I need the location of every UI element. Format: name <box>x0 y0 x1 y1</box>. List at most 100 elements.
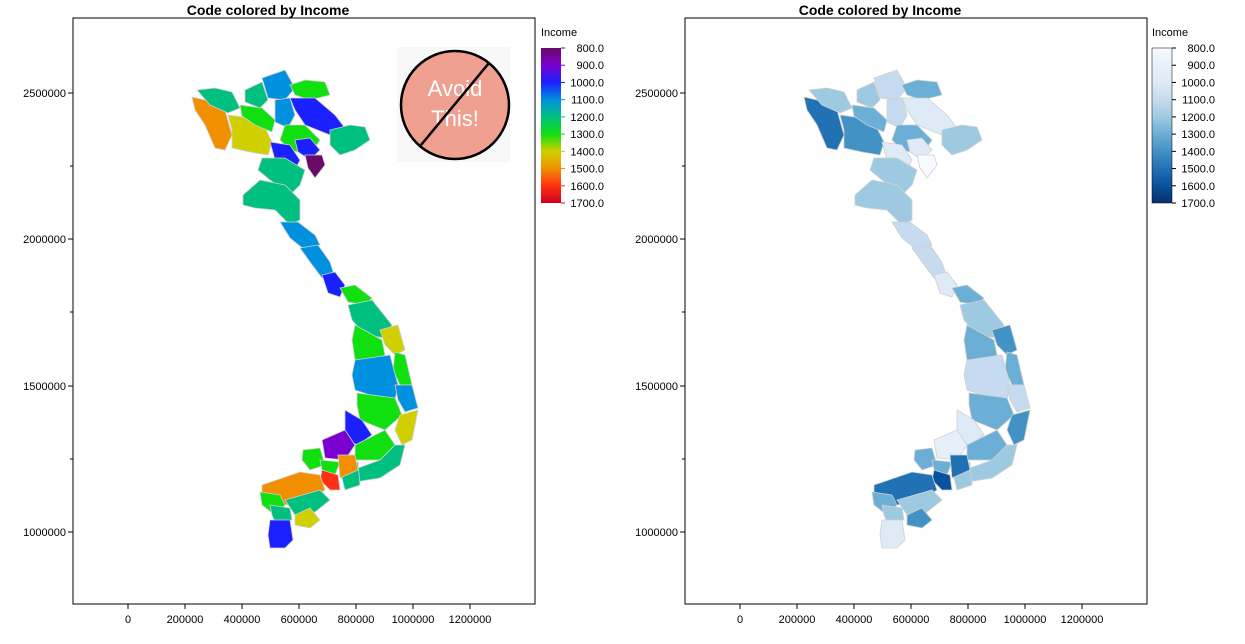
province-region <box>329 124 371 156</box>
legend-colorbar <box>1151 47 1173 204</box>
province-region <box>808 87 853 114</box>
province-region <box>856 81 881 109</box>
legend-label: 900.0 <box>1187 60 1215 72</box>
legend-title: Income <box>1152 27 1188 39</box>
annotation-text: This! <box>431 106 479 131</box>
x-tick-label: 0 <box>737 614 743 626</box>
province-region <box>906 507 933 529</box>
x-tick-label: 1200000 <box>1061 614 1104 626</box>
province-region <box>244 81 269 109</box>
legend-label: 1600.0 <box>570 181 604 193</box>
legend-label: 1100.0 <box>571 95 604 107</box>
province-region <box>267 519 294 549</box>
province-region <box>379 324 406 356</box>
province-region <box>886 97 908 129</box>
legend-label: 1600.0 <box>1181 181 1215 193</box>
legend-label: 1500.0 <box>570 164 604 176</box>
legend-label: 800.0 <box>1187 43 1215 55</box>
province-region <box>269 504 293 523</box>
x-tick-label: 200000 <box>167 614 204 626</box>
legend-label: 1400.0 <box>570 146 604 158</box>
province-region <box>239 104 276 133</box>
map-panel-1: Code colored by Income250000020000001500… <box>23 2 604 626</box>
legend-label: 1000.0 <box>570 77 604 89</box>
legend-title: Income <box>541 27 577 39</box>
province-region <box>913 447 938 471</box>
y-tick-label: 1500000 <box>23 381 66 393</box>
province-region <box>916 154 938 179</box>
x-tick-label: 1000000 <box>392 614 435 626</box>
x-tick-label: 1000000 <box>1004 614 1047 626</box>
color-legend: Income 800.0 900.0 1000.0 1100.0 1200.0 1300.0… <box>1151 27 1215 210</box>
legend-label: 1100.0 <box>1182 95 1215 107</box>
y-tick-label: 2000000 <box>23 234 66 246</box>
province-region <box>881 504 905 523</box>
province-region <box>869 157 918 196</box>
legend-label: 1000.0 <box>1181 77 1215 89</box>
province-region <box>966 444 1018 483</box>
province-region <box>284 489 331 516</box>
province-region <box>394 384 419 413</box>
legend-label: 1300.0 <box>570 129 604 141</box>
province-region <box>851 104 888 133</box>
prohibition-slash <box>420 62 490 146</box>
province-region <box>274 97 296 129</box>
x-tick-label: 400000 <box>836 614 873 626</box>
province-region <box>896 489 943 516</box>
x-tick-label: 0 <box>125 614 131 626</box>
province-region <box>949 454 971 479</box>
province-region <box>901 79 943 101</box>
province-region <box>873 69 908 101</box>
province-region <box>321 271 346 298</box>
province-region <box>394 409 419 446</box>
legend-label: 1400.0 <box>1181 146 1215 158</box>
province-region <box>941 124 983 156</box>
y-tick-label: 2500000 <box>23 88 66 100</box>
y-tick-label: 1000000 <box>23 527 66 539</box>
province-region <box>879 519 906 549</box>
color-legend: Income 800.0 900.0 1000.0 1100.0 1200.0 1300.0… <box>541 27 604 210</box>
province-region <box>354 444 406 483</box>
chart-title: Code colored by Income <box>799 2 962 18</box>
y-tick-label: 1500000 <box>635 381 678 393</box>
x-tick-label: 400000 <box>224 614 261 626</box>
y-tick-label: 2000000 <box>635 234 678 246</box>
province-region <box>933 271 958 298</box>
legend-label: 1200.0 <box>570 112 604 124</box>
province-region <box>1006 409 1031 446</box>
legend-colorbar <box>541 48 561 203</box>
province-region <box>891 221 933 251</box>
x-tick-label: 600000 <box>281 614 318 626</box>
y-tick-label: 1000000 <box>635 527 678 539</box>
legend-label: 1700.0 <box>570 198 604 210</box>
legend-label: 1300.0 <box>1181 129 1215 141</box>
province-region <box>294 507 321 529</box>
province-region <box>933 429 968 461</box>
legend-label: 1500.0 <box>1181 164 1215 176</box>
legend-label: 1700.0 <box>1181 198 1215 210</box>
province-region <box>1006 384 1031 413</box>
province-region <box>261 69 296 101</box>
province-region <box>196 87 241 114</box>
provinces <box>803 69 1031 549</box>
chart-title: Code colored by Income <box>187 2 350 18</box>
province-region <box>321 429 356 461</box>
legend-label: 900.0 <box>576 60 604 72</box>
province-region <box>289 79 331 101</box>
x-tick-label: 800000 <box>950 614 987 626</box>
x-tick-label: 200000 <box>779 614 816 626</box>
province-region <box>991 324 1018 356</box>
x-tick-label: 800000 <box>338 614 375 626</box>
x-tick-label: 1200000 <box>449 614 492 626</box>
legend-label: 1200.0 <box>1181 112 1215 124</box>
plot-frame <box>72 17 536 605</box>
y-tick-label: 2500000 <box>635 88 678 100</box>
plot-frame <box>684 17 1148 605</box>
legend-label: 800.0 <box>576 43 604 55</box>
province-region <box>301 447 326 471</box>
province-region <box>257 157 306 196</box>
map-panel-2: Code colored by Income250000020000001500… <box>635 2 1215 626</box>
province-region <box>279 221 321 251</box>
